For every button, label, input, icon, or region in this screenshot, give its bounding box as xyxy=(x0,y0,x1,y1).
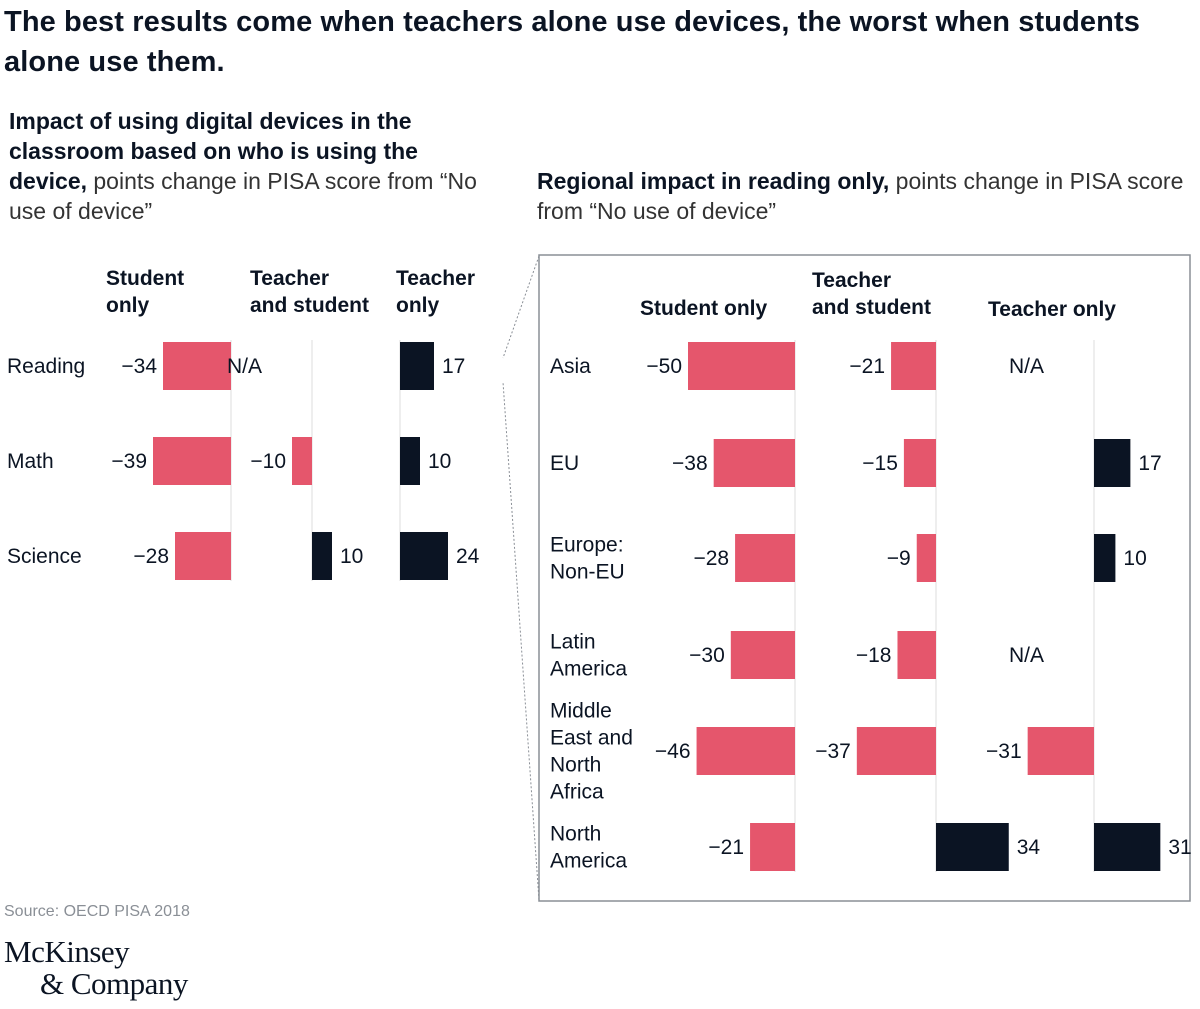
regional-teacher-only-eu-value-label: 17 xyxy=(1138,452,1161,475)
overall-teacher-only-science-bar xyxy=(400,532,448,580)
regional-category-middle-east-and-north-africa-line-1: Middle xyxy=(550,700,612,723)
right-subtitle-rest: points change in PISA score from “No use… xyxy=(537,168,1184,224)
logo-line-2: & Company xyxy=(40,966,188,1001)
regional-teacher-and-student-middle-east-and-north-africa-value-label: −37 xyxy=(815,740,851,763)
overall-category-reading: Reading xyxy=(7,355,85,378)
regional-student-only-eu-value-label: −38 xyxy=(672,452,708,475)
regional-teacher-and-student-north-america-value-label: 34 xyxy=(1017,836,1041,859)
regional-student-only-middle-east-and-north-africa-bar xyxy=(696,727,795,775)
regional-teacher-and-student-europe-non-eu-value-label: −9 xyxy=(887,547,911,570)
regional-teacher-only-europe-non-eu-value-label: 10 xyxy=(1123,547,1146,570)
regional-category-middle-east-and-north-africa-line-2: East and xyxy=(550,727,633,750)
overall-teacher-and-student-math-value-label: −10 xyxy=(250,450,286,473)
overall-student-only-reading-value-label: −34 xyxy=(121,355,157,378)
overall-header-teacher-only-line-1: Teacher xyxy=(396,267,475,290)
regional-teacher-and-student-middle-east-and-north-africa-bar xyxy=(856,727,936,775)
regional-student-only-north-america-value-label: −21 xyxy=(708,836,744,859)
regional-teacher-only-asia-na-label: N/A xyxy=(1009,355,1044,378)
overall-header-teacher-only-line-2: only xyxy=(396,294,439,317)
overall-teacher-and-student-science-bar xyxy=(312,532,332,580)
regional-teacher-and-student-latin-america-bar xyxy=(897,631,936,679)
overall-header-teacher-and-student-line-2: and student xyxy=(250,294,369,317)
overall-category-science: Science xyxy=(7,545,82,568)
regional-teacher-only-latin-america-na-label: N/A xyxy=(1009,644,1044,667)
overall-teacher-only-math-value-label: 10 xyxy=(428,450,451,473)
zoom-connector-bottom xyxy=(502,381,540,901)
mckinsey-logo: McKinsey & Company xyxy=(4,936,188,1000)
regional-header-teacher-and-student-line-2: and student xyxy=(812,296,931,319)
overall-student-only-science-value-label: −28 xyxy=(133,545,169,568)
regional-student-only-latin-america-bar xyxy=(730,631,795,679)
regional-student-only-europe-non-eu-value-label: −28 xyxy=(693,547,729,570)
page-title: The best results come when teachers alon… xyxy=(4,6,1140,78)
regional-student-only-eu-bar xyxy=(713,439,795,487)
regional-category-latin-america-line-2: America xyxy=(550,658,627,681)
regional-category-latin-america-line-1: Latin xyxy=(550,631,596,654)
left-subtitle-rest: points change in PISA score from “No use… xyxy=(9,168,477,224)
overall-header-student-only-line-2: only xyxy=(106,294,149,317)
regional-teacher-and-student-europe-non-eu-bar xyxy=(916,534,936,582)
regional-category-middle-east-and-north-africa-line-3: North xyxy=(550,754,601,777)
overall-category-math: Math xyxy=(7,450,54,473)
overall-header-student-only-line-1: Student xyxy=(106,267,184,290)
regional-teacher-and-student-asia-bar xyxy=(891,342,936,390)
overall-student-only-science-bar xyxy=(175,532,231,580)
regional-teacher-only-eu-bar xyxy=(1094,439,1131,487)
overall-teacher-only-reading-bar xyxy=(400,342,434,390)
overall-student-only-math-value-label: −39 xyxy=(111,450,147,473)
right-chart-subtitle: Regional impact in reading only, points … xyxy=(537,166,1187,226)
regional-category-europe-non-eu-line-2: Non-EU xyxy=(550,561,625,584)
regional-teacher-only-north-america-bar xyxy=(1094,823,1161,871)
source-note: Source: OECD PISA 2018 xyxy=(4,903,190,920)
regional-teacher-and-student-eu-bar xyxy=(903,439,936,487)
overall-teacher-and-student-reading-na-label: N/A xyxy=(227,355,262,378)
overall-teacher-and-student-science-value-label: 10 xyxy=(340,545,363,568)
regional-student-only-asia-bar xyxy=(688,342,795,390)
zoom-connector-top xyxy=(502,255,540,359)
regional-teacher-only-europe-non-eu-bar xyxy=(1094,534,1116,582)
regional-panel-frame xyxy=(538,254,1191,902)
regional-student-only-europe-non-eu-bar xyxy=(735,534,795,582)
regional-student-only-latin-america-value-label: −30 xyxy=(689,644,725,667)
regional-header-teacher-and-student-line-1: Teacher xyxy=(812,269,891,292)
regional-teacher-and-student-north-america-bar xyxy=(936,823,1009,871)
left-chart-subtitle: Impact of using digital devices in the c… xyxy=(9,106,479,226)
right-subtitle-bold: Regional impact in reading only, xyxy=(537,168,890,194)
regional-teacher-and-student-eu-value-label: −15 xyxy=(862,452,898,475)
regional-teacher-only-north-america-value-label: 31 xyxy=(1168,836,1191,859)
left-subtitle-bold: Impact of using digital devices in the c… xyxy=(9,108,418,194)
regional-teacher-and-student-latin-america-value-label: −18 xyxy=(856,644,892,667)
regional-category-middle-east-and-north-africa-line-4: Africa xyxy=(550,781,604,804)
regional-category-north-america-line-1: North xyxy=(550,823,601,846)
regional-teacher-and-student-asia-value-label: −21 xyxy=(849,355,885,378)
regional-category-eu: EU xyxy=(550,452,579,475)
regional-category-north-america-line-2: America xyxy=(550,850,627,873)
overall-student-only-reading-bar xyxy=(163,342,231,390)
logo-line-1: McKinsey xyxy=(4,934,130,969)
overall-teacher-only-math-bar xyxy=(400,437,420,485)
overall-teacher-only-reading-value-label: 17 xyxy=(442,355,465,378)
regional-student-only-asia-value-label: −50 xyxy=(646,355,682,378)
regional-header-teacher-only: Teacher only xyxy=(988,298,1116,321)
regional-header-student-only: Student only xyxy=(640,297,767,320)
regional-teacher-only-middle-east-and-north-africa-value-label: −31 xyxy=(986,740,1022,763)
regional-category-europe-non-eu-line-1: Europe: xyxy=(550,534,624,557)
regional-teacher-only-middle-east-and-north-africa-bar xyxy=(1027,727,1094,775)
overall-header-teacher-and-student-line-1: Teacher xyxy=(250,267,329,290)
regional-student-only-middle-east-and-north-africa-value-label: −46 xyxy=(655,740,691,763)
regional-category-asia: Asia xyxy=(550,355,591,378)
overall-teacher-and-student-math-bar xyxy=(292,437,312,485)
regional-student-only-north-america-bar xyxy=(750,823,795,871)
overall-student-only-math-bar xyxy=(153,437,231,485)
overall-teacher-only-science-value-label: 24 xyxy=(456,545,480,568)
